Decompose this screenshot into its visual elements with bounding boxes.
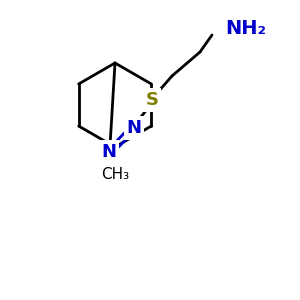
Text: S: S — [146, 91, 158, 109]
Text: NH₂: NH₂ — [225, 19, 266, 38]
Text: N: N — [101, 143, 116, 161]
Text: CH₃: CH₃ — [101, 167, 129, 182]
Text: N: N — [127, 119, 142, 137]
